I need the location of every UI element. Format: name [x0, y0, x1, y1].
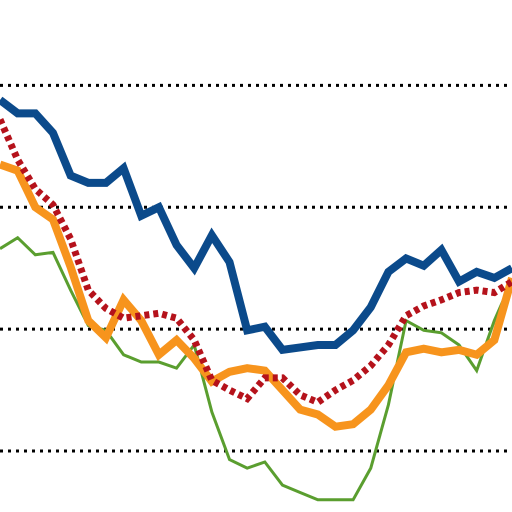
series-line: [0, 96, 512, 355]
series-line: [0, 160, 512, 431]
series-line: [0, 118, 512, 407]
